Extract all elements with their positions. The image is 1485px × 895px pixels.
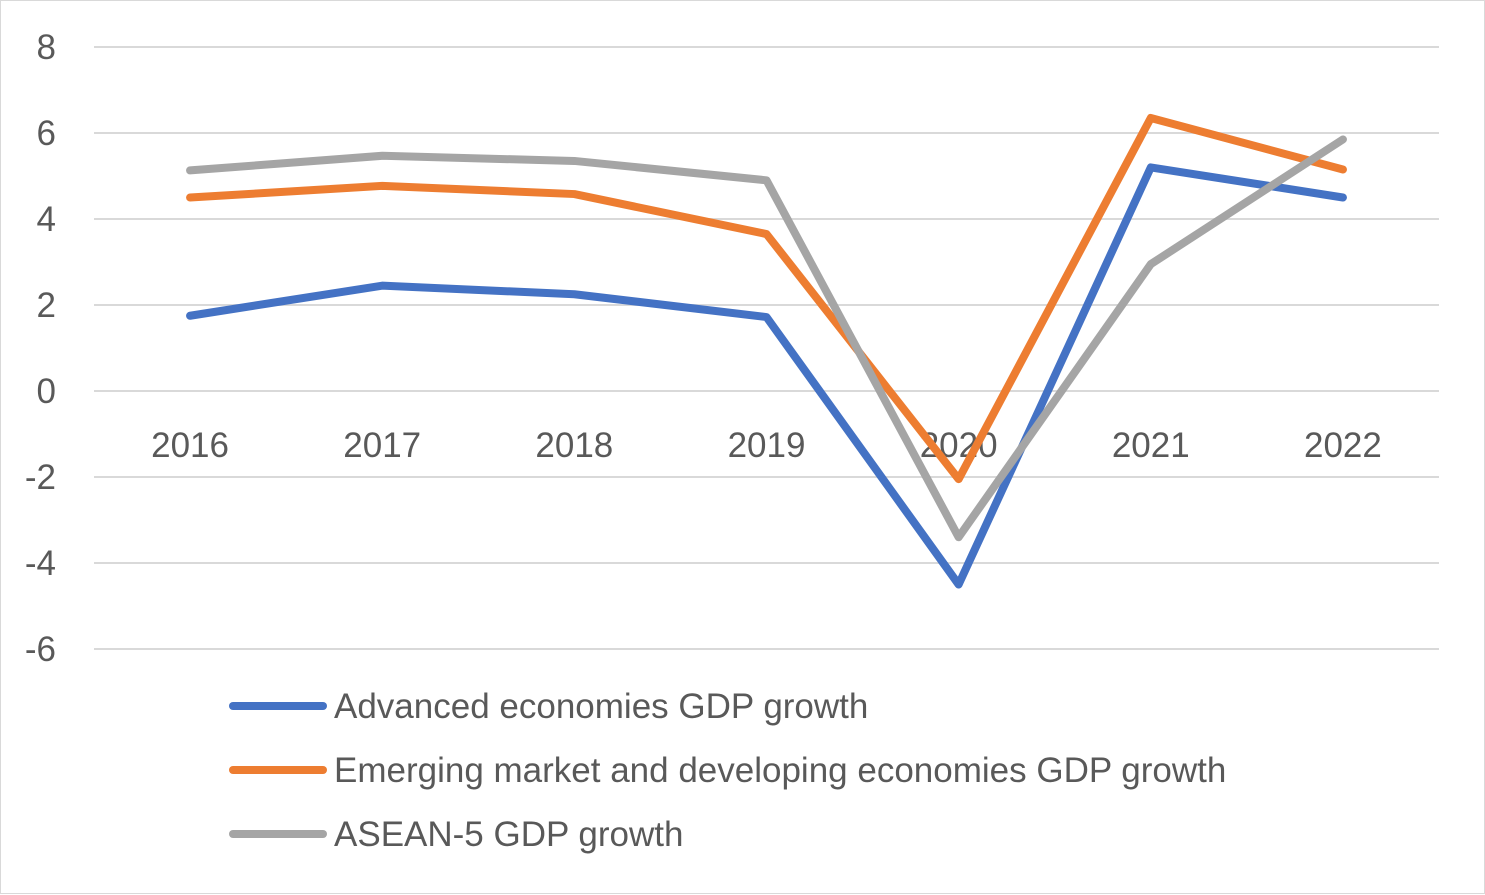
x-axis-tick-labels: 2016 2017 2018 2019 2020 2021 2022 <box>151 426 1382 465</box>
y-tick-label: -6 <box>25 630 56 669</box>
series-lines <box>186 113 1347 589</box>
legend-label: Emerging market and developing economies… <box>334 751 1226 790</box>
y-tick-label: -4 <box>25 544 56 583</box>
series-line-2 <box>186 113 1347 484</box>
legend-label: ASEAN-5 GDP growth <box>334 815 684 854</box>
y-tick-label: 2 <box>37 286 56 325</box>
series-line-3 <box>186 135 1347 542</box>
series-line-1 <box>186 163 1347 589</box>
y-axis-tick-labels: 8 6 4 2 0 -2 -4 -6 <box>25 28 56 669</box>
x-tick-label: 2018 <box>535 426 613 465</box>
x-tick-label: 2017 <box>343 426 421 465</box>
x-tick-label: 2022 <box>1304 426 1382 465</box>
x-tick-label: 2019 <box>728 426 806 465</box>
x-tick-label: 2021 <box>1112 426 1190 465</box>
y-tick-label: 8 <box>37 28 56 67</box>
y-tick-label: 6 <box>37 114 56 153</box>
gridlines <box>94 46 1439 650</box>
legend: Advanced economies GDP growth Emerging ma… <box>229 687 1226 854</box>
y-tick-label: -2 <box>25 458 56 497</box>
y-tick-label: 4 <box>37 200 56 239</box>
legend-label: Advanced economies GDP growth <box>334 687 868 726</box>
y-tick-label: 0 <box>37 372 56 411</box>
x-tick-label: 2016 <box>151 426 229 465</box>
